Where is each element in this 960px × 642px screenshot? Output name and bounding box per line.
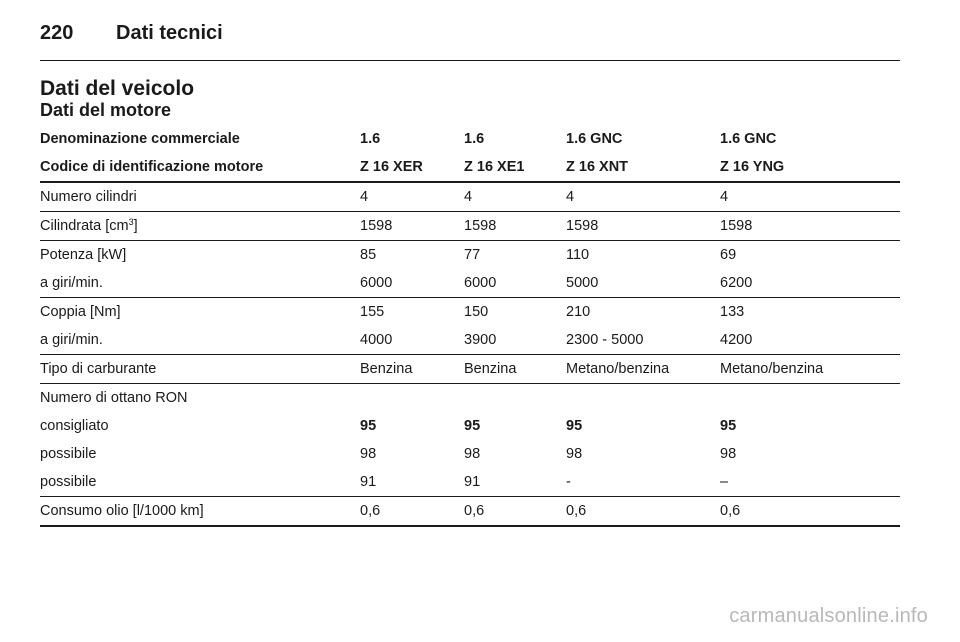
- table-cell: 98: [720, 446, 737, 462]
- engine-data-table: Denominazione commerciale 1.6 1.6 1.6 GN…: [40, 125, 900, 527]
- table-row-fuel-type: Tipo di carburante Benzina Benzina Metan…: [40, 355, 900, 384]
- watermark: carmanualsonline.info: [729, 605, 928, 627]
- table-cell: 91: [464, 474, 481, 490]
- table-cell: 6200: [720, 275, 753, 291]
- table-cell: 4000: [360, 332, 393, 348]
- row-label: possibile: [40, 474, 97, 490]
- header-cell: 1.6 GNC: [566, 131, 623, 147]
- table-cell: Metano/benzina: [720, 361, 824, 377]
- table-row-octane-possible-98: possibile 98 98 98 98: [40, 440, 900, 468]
- table-cell: 210: [566, 304, 591, 320]
- table-cell: -: [566, 474, 571, 490]
- page-subtitle: Dati del motore: [40, 100, 172, 120]
- table-row-octane-recommended: consigliato 95 95 95 95: [40, 412, 900, 440]
- table-row-power: Potenza [kW] 85 77 110 69: [40, 241, 900, 269]
- header-cell: Z 16 XER: [360, 159, 423, 175]
- page-number: 220: [40, 21, 74, 44]
- header-cell: 1.6: [360, 131, 381, 147]
- table-cell: 4200: [720, 332, 753, 348]
- table-cell: 3900: [464, 332, 497, 348]
- table-header-row-commercial: Denominazione commerciale 1.6 1.6 1.6 GN…: [40, 125, 900, 153]
- table-cell: 1598: [464, 218, 497, 234]
- table-cell: 95: [720, 418, 737, 434]
- table-row-displacement: Cilindrata [cm3] 1598 1598 1598 1598: [40, 212, 900, 241]
- row-label: possibile: [40, 446, 97, 462]
- table-cell: Benzina: [464, 361, 517, 377]
- label-text: Cilindrata [cm: [40, 218, 129, 234]
- table-cell: 1598: [360, 218, 393, 234]
- table-cell: 77: [464, 247, 481, 263]
- table-cell: 0,6: [464, 503, 485, 519]
- table-cell: 95: [566, 418, 583, 434]
- table-cell: 91: [360, 474, 377, 490]
- table-cell: 1598: [566, 218, 599, 234]
- table-row-torque: Coppia [Nm] 155 150 210 133: [40, 298, 900, 326]
- row-label: Cilindrata [cm3]: [40, 217, 360, 235]
- table-cell: 4: [720, 189, 729, 205]
- table-cell: 150: [464, 304, 489, 320]
- table-cell: 133: [720, 304, 745, 320]
- header-divider: [40, 60, 900, 61]
- row-label: Numero cilindri: [40, 189, 137, 205]
- row-label: Tipo di carburante: [40, 361, 157, 377]
- table-cell: 6000: [464, 275, 497, 291]
- table-cell: 98: [360, 446, 377, 462]
- header-label: Codice di identificazione motore: [40, 159, 264, 175]
- header-cell: Z 16 XE1: [464, 159, 525, 175]
- table-header-row-engine-code: Codice di identificazione motore Z 16 XE…: [40, 153, 900, 183]
- header-cell: Z 16 XNT: [566, 159, 629, 175]
- table-cell: 2300 - 5000: [566, 332, 644, 348]
- table-cell: 5000: [566, 275, 599, 291]
- table-cell: 98: [464, 446, 481, 462]
- table-cell: Metano/benzina: [566, 361, 670, 377]
- header-cell: 1.6 GNC: [720, 131, 777, 147]
- table-row-cylinders: Numero cilindri 4 4 4 4: [40, 183, 900, 212]
- row-label: Coppia [Nm]: [40, 304, 121, 320]
- table-cell: 95: [360, 418, 377, 434]
- table-cell: Benzina: [360, 361, 413, 377]
- table-cell: 4: [360, 189, 369, 205]
- page-title: Dati del veicolo: [40, 77, 195, 100]
- row-label: Consumo olio [l/1000 km]: [40, 503, 204, 519]
- table-cell: –: [720, 474, 729, 490]
- header-label: Denominazione commerciale: [40, 131, 240, 147]
- header-cell: Z 16 YNG: [720, 159, 785, 175]
- table-cell: 69: [720, 247, 737, 263]
- row-label: consigliato: [40, 418, 109, 434]
- table-cell: 110: [566, 247, 590, 263]
- label-text: ]: [133, 218, 138, 234]
- table-cell: 0,6: [720, 503, 741, 519]
- row-label: a giri/min.: [40, 332, 103, 348]
- table-cell: 4: [566, 189, 575, 205]
- table-cell: 1598: [720, 218, 753, 234]
- table-cell: 95: [464, 418, 481, 434]
- table-cell: 4: [464, 189, 473, 205]
- row-label: a giri/min.: [40, 275, 103, 291]
- page-header: 220 Dati tecnici: [40, 18, 223, 48]
- table-row-octane-possible-91: possibile 91 91 - –: [40, 468, 900, 497]
- table-row-torque-rpm: a giri/min. 4000 3900 2300 - 5000 4200: [40, 326, 900, 355]
- row-label: Potenza [kW]: [40, 247, 127, 263]
- table-cell: 98: [566, 446, 583, 462]
- table-row-octane-title: Numero di ottano RON: [40, 384, 900, 412]
- section-title: Dati tecnici: [116, 21, 223, 44]
- table-cell: 0,6: [566, 503, 587, 519]
- table-cell: 155: [360, 304, 385, 320]
- table-row-oil-consumption: Consumo olio [l/1000 km] 0,6 0,6 0,6 0,6: [40, 497, 900, 527]
- superscript: 3: [128, 217, 134, 227]
- table-cell: 0,6: [360, 503, 381, 519]
- row-label: Numero di ottano RON: [40, 390, 188, 406]
- table-cell: 6000: [360, 275, 393, 291]
- table-cell: 85: [360, 247, 377, 263]
- header-cell: 1.6: [464, 131, 485, 147]
- table-row-power-rpm: a giri/min. 6000 6000 5000 6200: [40, 269, 900, 298]
